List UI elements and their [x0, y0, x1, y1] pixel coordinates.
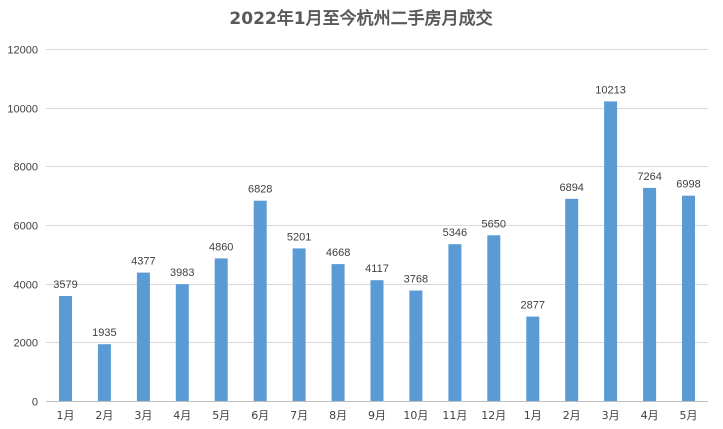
bar — [487, 235, 501, 401]
x-tick-label: 9月 — [368, 409, 386, 422]
bar — [97, 344, 111, 401]
data-label: 6998 — [676, 179, 700, 191]
data-label: 4668 — [326, 247, 350, 259]
bar — [604, 101, 618, 402]
bar — [175, 284, 189, 401]
x-axis-ticks: 1月 2月 3月 4月 5月 6月 7月 8月 9月 10月 11月 12月 1月 2月 3月 4月 5月 — [57, 409, 698, 422]
data-label: 4860 — [209, 241, 233, 253]
bar — [331, 264, 345, 401]
x-tick-label: 8月 — [329, 409, 347, 422]
data-label: 4117 — [365, 263, 389, 275]
y-axis-ticks: 0 2000 4000 6000 8000 10000 12000 — [7, 45, 38, 409]
y-tick-label: 12000 — [7, 45, 38, 57]
x-tick-label: 5月 — [680, 409, 698, 422]
data-label: 3983 — [170, 267, 194, 279]
x-tick-label: 7月 — [290, 409, 308, 422]
data-label: 3579 — [53, 279, 77, 291]
data-label: 6894 — [559, 182, 583, 194]
bar — [526, 316, 540, 401]
bar — [253, 200, 267, 401]
data-label: 2877 — [521, 300, 545, 312]
data-label: 5650 — [482, 218, 506, 230]
data-label: 10213 — [595, 84, 626, 96]
x-tick-label: 6月 — [251, 409, 269, 422]
data-label: 4377 — [131, 256, 155, 268]
x-tick-label: 4月 — [173, 409, 191, 422]
x-tick-label: 1月 — [524, 409, 542, 422]
x-tick-label: 5月 — [212, 409, 230, 422]
x-tick-label: 3月 — [602, 409, 620, 422]
bars — [59, 101, 695, 402]
y-tick-label: 6000 — [14, 221, 38, 233]
x-tick-label: 1月 — [57, 409, 75, 422]
bar — [59, 296, 72, 401]
y-tick-label: 0 — [32, 397, 38, 409]
x-tick-label: 4月 — [641, 409, 659, 422]
bar — [448, 244, 462, 401]
data-label: 5201 — [287, 231, 311, 243]
x-tick-label: 10月 — [403, 409, 428, 422]
y-tick-label: 10000 — [7, 104, 38, 116]
bar — [565, 198, 579, 401]
data-label: 5346 — [443, 227, 467, 239]
data-label: 1935 — [92, 327, 116, 339]
bar — [682, 195, 695, 401]
y-tick-label: 2000 — [14, 338, 38, 350]
chart-title: 2022年1月至今杭州二手房月成交 — [229, 8, 492, 29]
bar — [136, 272, 150, 401]
x-tick-label: 2月 — [95, 409, 113, 422]
x-tick-label: 12月 — [481, 409, 506, 422]
bar — [643, 187, 657, 401]
bar — [409, 290, 423, 401]
data-label: 3768 — [404, 274, 428, 286]
x-tick-label: 2月 — [563, 409, 581, 422]
data-labels: 3579 1935 4377 3983 4860 6828 5201 4668 4117 3768… — [53, 84, 700, 339]
bar — [292, 248, 306, 401]
bar — [214, 258, 228, 401]
data-label: 7264 — [637, 171, 661, 183]
y-tick-label: 8000 — [14, 162, 38, 174]
y-tick-label: 4000 — [14, 280, 38, 292]
x-tick-label: 11月 — [442, 409, 467, 422]
x-tick-label: 3月 — [134, 409, 152, 422]
bar — [370, 280, 384, 401]
data-label: 6828 — [248, 184, 272, 196]
